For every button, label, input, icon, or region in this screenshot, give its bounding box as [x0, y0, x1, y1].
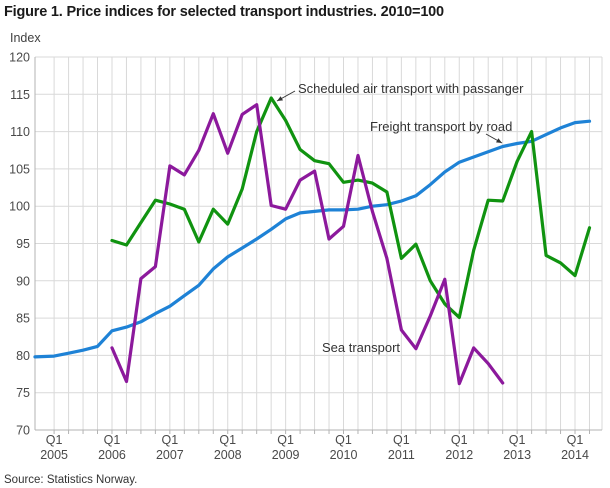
x-axis-tick-label-year: 2014 — [561, 448, 589, 462]
x-axis-tick-label-year: 2012 — [445, 448, 473, 462]
x-axis-tick-label-year: 2011 — [388, 448, 415, 462]
chart-title: Figure 1. Price indices for selected tra… — [4, 4, 444, 20]
series-line-freight-transport-by-road — [33, 119, 592, 359]
y-axis-tick-label: 90 — [16, 274, 30, 288]
x-axis-tick-label-year: 2010 — [330, 448, 358, 462]
source-note: Source: Statistics Norway. — [4, 474, 138, 486]
annotation-arrowhead — [496, 138, 502, 143]
x-axis-tick-label-quarter: Q1 — [451, 433, 468, 447]
x-axis-tick-label-year: 2013 — [503, 448, 531, 462]
x-axis-tick-label-quarter: Q1 — [46, 433, 63, 447]
x-axis-tick-label-quarter: Q1 — [277, 433, 294, 447]
y-axis-tick-label: 115 — [10, 88, 30, 102]
y-axis-tick-label: 75 — [16, 386, 30, 400]
series-annotation-label: Sea transport — [322, 340, 400, 355]
y-axis-tick-label: 100 — [9, 200, 30, 214]
series-line-scheduled-air-transport-with-passanger — [110, 96, 592, 319]
y-axis-tick-label: 110 — [10, 125, 30, 139]
x-axis-tick-label-quarter: Q1 — [393, 433, 410, 447]
annotation-arrowhead — [277, 96, 283, 101]
y-axis-tick-label: 120 — [9, 51, 30, 65]
x-axis-tick-label-year: 2006 — [98, 448, 126, 462]
x-axis-tick-label-year: 2007 — [156, 448, 184, 462]
y-axis-tick-label: 85 — [16, 312, 30, 326]
series-line-sea-transport — [110, 103, 505, 386]
x-axis-tick-label-quarter: Q1 — [567, 433, 584, 447]
x-axis-tick-label-quarter: Q1 — [162, 433, 179, 447]
y-axis-tick-label: 80 — [16, 349, 30, 363]
y-axis-tick-label: 70 — [16, 424, 30, 438]
x-axis-tick-label-quarter: Q1 — [335, 433, 352, 447]
x-axis-tick-label-quarter: Q1 — [509, 433, 526, 447]
series-annotation-label: Scheduled air transport with passanger — [298, 81, 524, 96]
x-axis-tick-label-quarter: Q1 — [219, 433, 236, 447]
x-axis-tick-label-quarter: Q1 — [104, 433, 121, 447]
y-axis-tick-label: 95 — [16, 237, 30, 251]
series-annotation-label: Freight transport by road — [370, 119, 512, 134]
x-axis-tick-label-year: 2009 — [272, 448, 300, 462]
y-axis-title: Index — [10, 31, 41, 45]
x-axis-tick-label-year: 2008 — [214, 448, 242, 462]
x-axis-tick-label-year: 2005 — [40, 448, 68, 462]
y-axis-tick-label: 105 — [9, 162, 30, 176]
